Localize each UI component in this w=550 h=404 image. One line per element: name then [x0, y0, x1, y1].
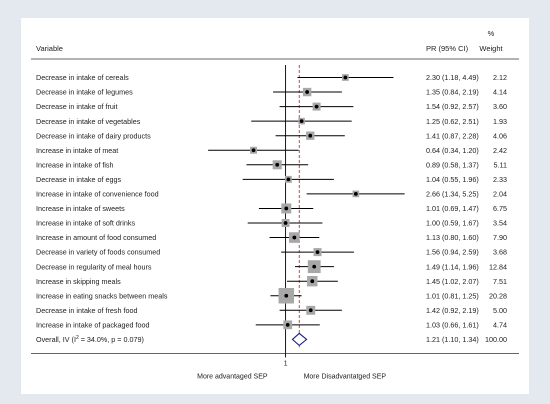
row-label: Increase in intake of soft drinks — [36, 219, 135, 228]
weight-value: 3.54 — [493, 219, 507, 228]
row-label: Increase in intake of fish — [36, 160, 114, 169]
overall-label-prefix: Overall, IV (I — [36, 335, 76, 344]
point-estimate — [284, 206, 289, 211]
variable-header: Variable — [36, 44, 63, 53]
point-estimate — [353, 192, 358, 196]
weight-value: 20.28 — [489, 291, 507, 300]
overall-label: Overall, IV (I2 = 34.0%, p = 0.079) — [36, 335, 144, 344]
weight-value: 2.04 — [493, 190, 507, 199]
ci-value: 1.13 (0.80, 1.60) — [426, 233, 479, 242]
estimate-header: PR (95% CI) — [426, 44, 469, 53]
point-estimate — [312, 264, 317, 269]
row-label: Increase in intake of convenience food — [36, 190, 159, 199]
ci-value: 1.54 (0.92, 2.57) — [426, 102, 479, 111]
row-label: Increase in skipping meals — [36, 277, 121, 286]
ci-value: 1.42 (0.92, 2.19) — [426, 306, 479, 315]
weight-unit-header: % — [488, 29, 495, 38]
point-estimate — [308, 308, 313, 313]
ci-value: 1.00 (0.59, 1.67) — [426, 219, 479, 228]
weight-value: 12.84 — [489, 262, 507, 271]
weight-value: 2.12 — [493, 73, 507, 82]
weight-value: 4.14 — [493, 88, 507, 97]
row-label: Decrease in intake of eggs — [36, 175, 122, 184]
overall-ci-value: 1.21 (1.10, 1.34) — [426, 335, 479, 344]
row-label: Decrease in variety of foods consumed — [36, 248, 160, 257]
point-estimate — [308, 133, 313, 138]
row-label: Increase in eating snacks between meals — [36, 291, 168, 300]
weight-value: 4.74 — [493, 320, 507, 329]
weight-value: 5.11 — [494, 160, 507, 169]
ci-value: 1.01 (0.69, 1.47) — [426, 204, 479, 213]
point-estimate — [292, 235, 297, 240]
point-estimate — [305, 90, 310, 94]
point-estimate — [299, 119, 304, 124]
weight-value: 7.51 — [493, 277, 507, 286]
point-estimate — [314, 104, 319, 109]
point-estimate — [284, 293, 289, 298]
ci-value: 1.41 (0.87, 2.28) — [426, 131, 479, 140]
row-label: Increase in intake of packaged food — [36, 320, 149, 329]
row-label: Decrease in intake of vegetables — [36, 117, 141, 126]
overall-weight-value: 100.00 — [485, 335, 507, 344]
point-estimate — [285, 322, 290, 327]
weight-value: 1.93 — [493, 117, 507, 126]
ci-value: 2.30 (1.18, 4.49) — [426, 73, 479, 82]
forest-plot-panel: Variable PR (95% CI) % Weight Decrease i… — [21, 18, 529, 394]
point-estimate — [343, 75, 348, 80]
point-estimate — [283, 221, 288, 225]
forest-plot: Variable PR (95% CI) % Weight Decrease i… — [31, 29, 519, 380]
row-label: Decrease in regularity of meal hours — [36, 262, 152, 271]
ci-value: 1.03 (0.66, 1.61) — [426, 320, 479, 329]
weight-value: 5.00 — [493, 306, 507, 315]
ci-value: 1.35 (0.84, 2.19) — [426, 88, 479, 97]
ci-value: 2.66 (1.34, 5.25) — [426, 190, 479, 199]
header-group: Variable PR (95% CI) % Weight — [31, 29, 519, 60]
row-label: Increase in intake of meat — [36, 146, 118, 155]
row-label: Increase in amount of food consumed — [36, 233, 156, 242]
point-estimate — [251, 148, 256, 153]
point-estimate — [310, 279, 315, 284]
ci-value: 1.25 (0.62, 2.51) — [426, 117, 479, 126]
weight-header: Weight — [479, 44, 503, 53]
weight-value: 2.42 — [493, 146, 507, 155]
reference-tick-label: 1 — [284, 358, 288, 367]
weight-value: 3.68 — [493, 248, 507, 257]
overall-label-superscript: 2 — [76, 335, 79, 341]
weight-value: 7.90 — [493, 233, 507, 242]
ci-value: 0.64 (0.34, 1.20) — [426, 146, 479, 155]
row-label: Decrease in intake of fruit — [36, 102, 118, 111]
row-label: Decrease in intake of legumes — [36, 88, 133, 97]
ci-value: 0.89 (0.58, 1.37) — [426, 160, 479, 169]
weight-value: 3.60 — [493, 102, 507, 111]
footer-left-label: More advantaged SEP — [197, 373, 268, 380]
row-label: Decrease in intake of dairy products — [36, 131, 151, 140]
ci-value: 1.04 (0.55, 1.96) — [426, 175, 479, 184]
point-estimate — [286, 177, 291, 182]
overall-diamond — [291, 332, 308, 347]
point-estimate — [275, 162, 280, 167]
point-estimate — [315, 250, 320, 255]
overall-label-suffix: = 34.0%, p = 0.079) — [79, 335, 144, 344]
row-label: Decrease in intake of cereals — [36, 73, 129, 82]
ci-value: 1.45 (1.02, 2.07) — [426, 277, 479, 286]
ci-value: 1.49 (1.14, 1.96) — [426, 262, 479, 271]
row-label: Increase in intake of sweets — [36, 204, 125, 213]
weight-value: 4.06 — [493, 131, 507, 140]
weight-value: 6.75 — [493, 204, 507, 213]
weight-value: 2.33 — [493, 175, 507, 184]
footer-right-label: More Disadvantatged SEP — [304, 373, 387, 380]
ci-value: 1.01 (0.81, 1.25) — [426, 291, 479, 300]
row-label: Decrease in intake of fresh food — [36, 306, 137, 315]
ci-value: 1.56 (0.94, 2.59) — [426, 248, 479, 257]
